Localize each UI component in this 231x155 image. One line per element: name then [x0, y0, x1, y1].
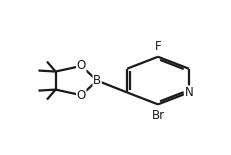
- Text: F: F: [155, 40, 161, 53]
- Text: N: N: [184, 86, 193, 99]
- Text: O: O: [77, 89, 86, 102]
- Text: B: B: [93, 74, 101, 87]
- Text: O: O: [77, 60, 86, 73]
- Text: Br: Br: [151, 109, 164, 122]
